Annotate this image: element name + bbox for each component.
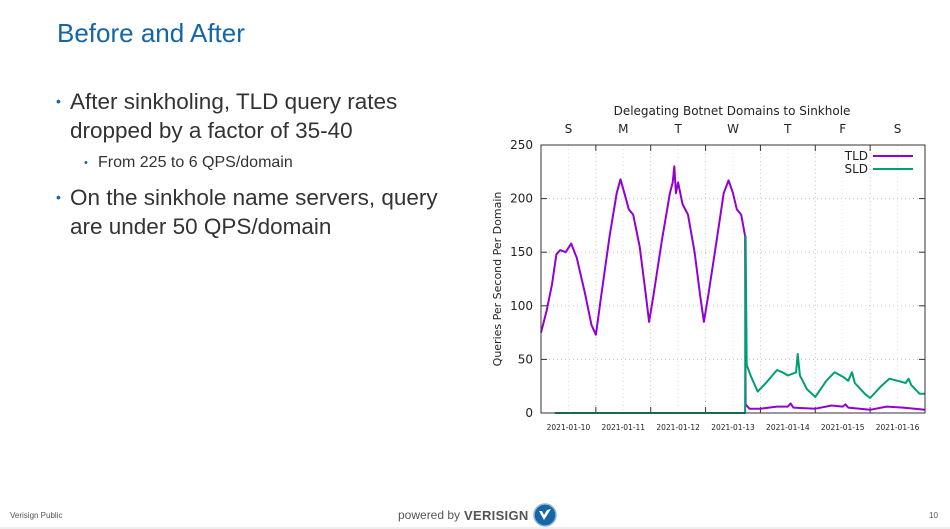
x-tick-label: 2021-01-12 [656,423,700,432]
x2-tick-label: M [618,122,628,136]
axis-ticks: 0 50 100 150 200 250 2021-01-10 2021-01-11 2021-… [510,122,925,432]
x-tick-label: 2021-01-10 [547,423,591,432]
x-tick-label: 2021-01-14 [766,423,810,432]
legend-label: TLD [844,149,868,163]
y-tick-label: 150 [510,245,533,259]
bullet-glyph: • [56,189,61,205]
footer-branding: powered by VERISIGN [398,503,557,527]
x2-tick-label: F [839,122,846,136]
series-sld-line [554,235,925,414]
powered-by-text: powered by [398,508,461,522]
x-tick-label: 2021-01-15 [821,423,865,432]
bullet-item: • On the sinkhole name servers, query ar… [56,183,476,241]
line-chart: Delegating Botnet Domains to Sinkhole 0 5… [491,104,926,432]
sub-bullet-item: • From 225 to 6 QPS/domain [84,153,476,173]
y-tick-label: 250 [510,138,533,152]
footer-divider [0,527,950,529]
footer-classification: Verisign Public [10,511,63,520]
y-axis-label: Queries Per Second Per Domain [491,192,504,367]
y-tick-label: 50 [518,352,533,366]
x-tick-label: 2021-01-11 [601,423,645,432]
grid [541,145,925,413]
bullet-list: • After sinkholing, TLD query rates drop… [56,87,476,249]
page-number: 10 [929,511,938,520]
y-tick-label: 200 [510,192,533,206]
chart-title: Delegating Botnet Domains to Sinkhole [614,104,851,118]
bullet-text: On the sinkhole name servers, query are … [70,185,438,239]
series-tld-line [540,165,926,411]
x-tick-label: 2021-01-13 [711,423,755,432]
bullet-glyph: • [84,157,88,169]
brand-name: VERISIGN [464,507,529,523]
y-tick-label: 100 [510,299,533,313]
bullet-glyph: • [56,93,61,109]
x2-tick-label: T [673,122,682,136]
legend-label: SLD [844,162,868,176]
bullet-item: • After sinkholing, TLD query rates drop… [56,87,476,145]
x-tick-label: 2021-01-16 [876,423,920,432]
x2-tick-label: S [565,122,573,136]
x2-tick-label: S [894,122,902,136]
plot-frame [540,144,926,414]
verisign-logo-icon [532,503,557,527]
series-group [540,165,926,414]
x2-tick-label: T [783,122,792,136]
y-tick-label: 0 [525,406,533,420]
slide-title: Before and After [57,18,245,48]
bullet-text: After sinkholing, TLD query rates droppe… [70,89,398,143]
bullet-text: From 225 to 6 QPS/domain [98,154,293,171]
x2-tick-label: W [727,122,739,136]
